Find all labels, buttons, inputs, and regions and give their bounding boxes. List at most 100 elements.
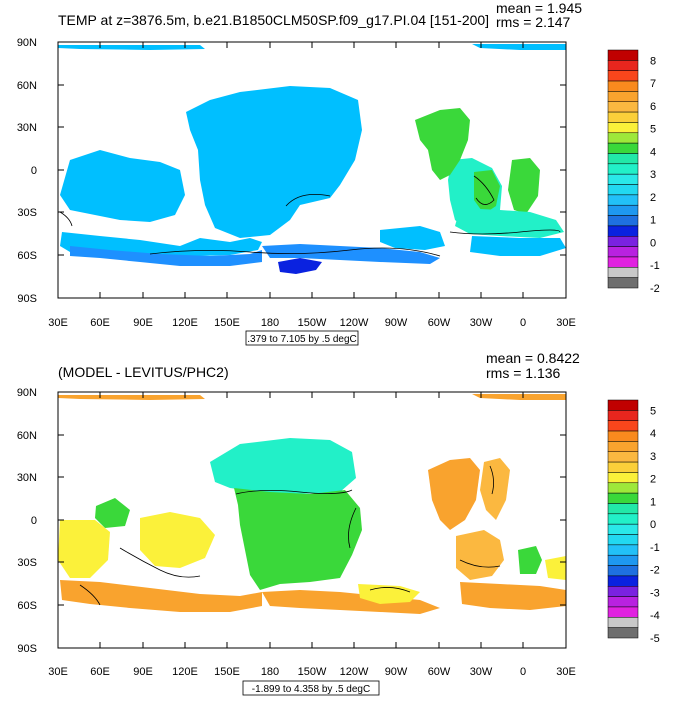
panel-mean: mean = 1.945 (496, 0, 582, 16)
colorbar-swatch (607, 441, 639, 452)
panel-title: (MODEL - LEVITUS/PHC2) (58, 364, 229, 380)
lat-label: 60S (17, 600, 37, 612)
colorbar-swatch (607, 492, 639, 504)
colorbar-swatch (607, 503, 639, 515)
field-patch (70, 246, 262, 266)
colorbar-swatch (607, 472, 639, 484)
colorbar-label: 8 (650, 55, 656, 67)
colorbar-swatch (607, 410, 639, 421)
lat-label: 90N (17, 387, 37, 399)
lon-label: 90W (385, 317, 408, 329)
colorbar-swatch (607, 277, 639, 289)
colorbar-swatch (607, 617, 639, 628)
field-patch (262, 590, 440, 614)
field-patch (545, 556, 566, 580)
lon-label: 120W (340, 666, 369, 678)
colorbar-swatch (607, 596, 639, 608)
lon-label: 120E (172, 317, 198, 329)
contour-info: -1.899 to 4.358 by .5 degC (252, 684, 370, 695)
colorbar-swatch (607, 256, 639, 268)
lon-label: 150W (298, 317, 327, 329)
field-patch (460, 582, 566, 610)
colorbar-swatch (607, 80, 639, 92)
colorbar-swatch (607, 215, 639, 227)
lon-label: 60E (90, 666, 110, 678)
lat-label: 30S (17, 207, 37, 219)
colorbar-label: -3 (650, 587, 660, 599)
colorbar-swatch (607, 60, 639, 71)
contour-info: .379 to 7.105 by .5 degC (247, 334, 357, 345)
field-patch (518, 546, 542, 574)
colorbar-label: 1 (650, 215, 656, 227)
lat-label: 30S (17, 557, 37, 569)
colorbar-swatch (607, 236, 639, 247)
map-area (57, 391, 567, 649)
colorbar-swatch (607, 111, 639, 123)
colorbar-swatch (607, 267, 639, 278)
colorbar-swatch (607, 544, 639, 556)
colorbar-swatch (607, 122, 639, 134)
colorbar-swatch (607, 399, 639, 411)
lat-label: 60N (17, 430, 37, 442)
field-patch (472, 44, 566, 50)
lat-label: 60N (17, 80, 37, 92)
lon-label: 180 (261, 317, 279, 329)
colorbar-swatch (607, 534, 639, 546)
lon-label: 90E (133, 317, 153, 329)
field-patch (234, 488, 362, 590)
colorbar-label: 5 (650, 405, 656, 417)
colorbar-label: -5 (650, 633, 660, 645)
colorbar-swatch (607, 420, 639, 432)
lon-label: 30E (48, 666, 68, 678)
colorbar-label: 5 (650, 124, 656, 136)
colorbar-swatch (607, 49, 639, 61)
colorbar-swatch (607, 184, 639, 196)
colorbar-swatch (607, 451, 639, 463)
colorbar-swatch (607, 246, 639, 258)
field-patch (58, 45, 205, 50)
lat-label: 30N (17, 122, 37, 134)
colorbar-swatch (607, 142, 639, 154)
colorbar-label: 0 (650, 237, 656, 249)
lon-label: 90W (385, 666, 408, 678)
field-patch (262, 244, 440, 264)
colorbar: 5 4 3 2 1 0 -1 -2 -3 -4 -5 (607, 399, 660, 645)
field-patch (380, 226, 445, 250)
colorbar-swatch (607, 430, 639, 442)
lon-label: 60W (428, 317, 451, 329)
map-area (57, 41, 567, 299)
lon-label: 0 (520, 317, 526, 329)
lon-label: 150E (214, 317, 240, 329)
lon-label: 150W (298, 666, 327, 678)
colorbar-label: 2 (650, 474, 656, 486)
colorbar-swatch (607, 627, 639, 639)
field-patch (60, 580, 262, 612)
lon-label: 120W (340, 317, 369, 329)
field-patch (428, 458, 480, 530)
colorbar-swatch (607, 153, 639, 165)
lat-label: 90N (17, 37, 37, 49)
field-patch (508, 158, 540, 214)
colorbar-label: 7 (650, 78, 656, 90)
lat-label: 60S (17, 250, 37, 262)
lon-label: 120E (172, 666, 198, 678)
lon-label: 30E (48, 317, 68, 329)
field-patch (480, 458, 510, 520)
colorbar-swatch (607, 225, 639, 237)
field-patch (95, 498, 130, 528)
field-patch (415, 108, 470, 180)
panel-top: TEMP at z=3876.5m, b.e21.B1850CLM50SP.f0… (17, 0, 660, 346)
lon-label: 180 (261, 666, 279, 678)
panel-rms: rms = 1.136 (486, 365, 561, 381)
lat-label: 0 (31, 515, 37, 527)
colorbar-label: 3 (650, 169, 656, 181)
lat-label: 90S (17, 293, 37, 305)
colorbar-label: 4 (650, 428, 656, 440)
colorbar-swatch (607, 482, 639, 494)
field-patch (456, 530, 504, 580)
colorbar-swatch (607, 173, 639, 185)
colorbar-swatch (607, 101, 639, 113)
panel-bottom: (MODEL - LEVITUS/PHC2) mean = 0.8422 rms… (17, 350, 660, 696)
colorbar-label: -1 (650, 260, 660, 272)
lon-label: 150E (214, 666, 240, 678)
